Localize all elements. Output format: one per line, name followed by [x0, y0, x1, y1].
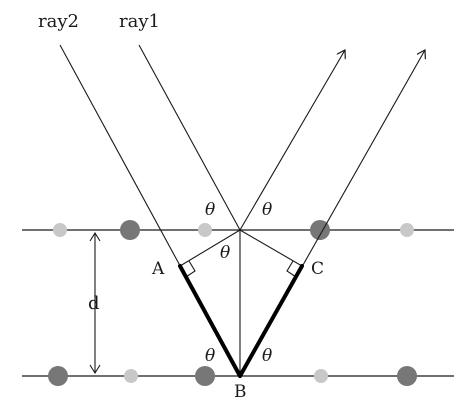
atom-bottom-5: [397, 366, 417, 386]
perpendicular-a: [179, 229, 241, 267]
atom-bottom-3: [195, 366, 215, 386]
incoming-ray-1: [138, 44, 241, 231]
theta-reflected-top: θ: [262, 200, 272, 220]
ray2-label: ray2: [38, 11, 79, 32]
outgoing-ray-1: [239, 50, 345, 231]
atom-top-3: [198, 223, 212, 237]
atom-top-2: [120, 220, 140, 240]
theta-inner: θ: [220, 243, 230, 263]
theta-incident-bottom: θ: [205, 346, 215, 366]
path-segment-bc: [238, 264, 304, 378]
path-segment-ab: [178, 264, 242, 378]
atom-bottom-1: [48, 366, 68, 386]
spacing-label: d: [88, 293, 100, 314]
atom-bottom-4: [314, 369, 328, 383]
point-b-label: B: [234, 382, 247, 402]
atom-top-5: [400, 223, 414, 237]
ray1-label: ray1: [119, 11, 160, 32]
atom-top-1: [53, 223, 67, 237]
spacing-arrowhead-top: [89, 231, 101, 242]
atom-bottom-2: [124, 369, 138, 383]
point-c-label: C: [311, 259, 324, 279]
point-a-label: A: [151, 259, 165, 279]
spacing-arrowhead-bottom: [89, 364, 101, 375]
theta-incident-top: θ: [205, 200, 215, 220]
perpendicular-c: [239, 229, 303, 267]
right-angle-marker-a: [185, 260, 196, 278]
right-angle-marker-c: [286, 260, 297, 278]
theta-reflected-bottom: θ: [262, 346, 272, 366]
atom-top-4: [310, 220, 330, 240]
